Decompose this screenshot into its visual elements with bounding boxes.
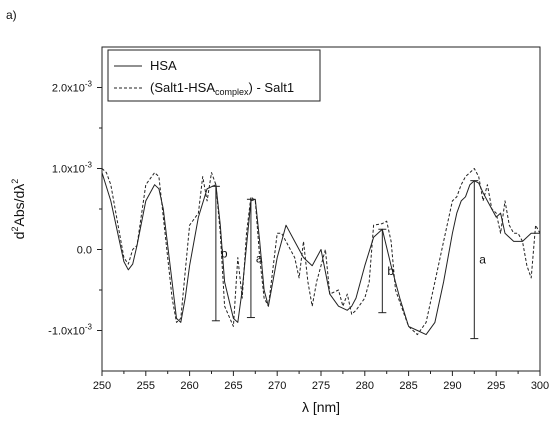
legend-label-hsa: HSA	[150, 58, 177, 73]
y-axis-label: d2Abs/dλ2	[10, 179, 27, 240]
legend: HSA (Salt1-HSAcomplex) - Salt1	[107, 49, 321, 102]
x-axis-label-unit: [nm]	[313, 399, 340, 415]
legend-label-complex-main: (Salt1-HSA	[150, 80, 215, 95]
series-line-complex-difference	[101, 168, 541, 336]
y-tick-mantissa: 1.0x10	[52, 164, 85, 176]
series-layer	[101, 168, 541, 336]
legend-label-complex: (Salt1-HSAcomplex) - Salt1	[150, 80, 294, 97]
y-tick-exponent: -3	[85, 161, 93, 170]
y-tick-exponent: -3	[85, 323, 93, 332]
annotation-layer: b a b a	[211, 180, 486, 340]
panel-label: a)	[6, 8, 17, 22]
series-line-hsa	[101, 172, 540, 336]
y-axis-label-base: d	[11, 232, 27, 240]
legend-label-complex-suffix: ) - Salt1	[249, 80, 295, 95]
x-tick-label-270: 270	[268, 380, 286, 392]
y-tick-mantissa: 0.0	[77, 245, 92, 257]
annotation-label-3: a	[479, 253, 486, 267]
legend-box	[107, 49, 321, 102]
x-axis-label: λ [nm]	[302, 399, 340, 415]
y-axis-label-mid: Abs/dλ	[11, 184, 27, 227]
y-tick-label-0: 2.0x10-3	[52, 80, 93, 95]
x-tick-label-250: 250	[93, 380, 111, 392]
y-axis-label-sup1: 2	[10, 227, 20, 232]
y-tick-label-1: 1.0x10-3	[52, 161, 93, 176]
y-tick-exponent: -3	[85, 80, 93, 89]
y-axis-label-sup2: 2	[10, 179, 20, 184]
x-tick-label-285: 285	[399, 380, 417, 392]
x-tick-label-290: 290	[443, 380, 461, 392]
x-tick-label-275: 275	[312, 380, 330, 392]
annotation-label-2: b	[387, 264, 394, 278]
x-tick-label-260: 260	[180, 380, 198, 392]
x-tick-label-300: 300	[531, 380, 549, 392]
x-axis-ticks: 250 255 260 265 270 275 280 285 290 295 300	[93, 371, 549, 392]
y-tick-label-3: -1.0x10-3	[48, 323, 92, 338]
x-tick-label-295: 295	[487, 380, 505, 392]
y-tick-label-2: 0.0	[77, 245, 92, 257]
y-tick-mantissa: -1.0x10	[48, 326, 85, 338]
annotation-label-1: a	[256, 251, 263, 265]
annotation-label-0: b	[221, 247, 228, 261]
y-axis-ticks: 2.0x10-31.0x10-30.0-1.0x10-3	[48, 80, 102, 338]
y-tick-mantissa: 2.0x10	[52, 83, 85, 95]
x-tick-label-280: 280	[356, 380, 374, 392]
x-tick-label-255: 255	[137, 380, 155, 392]
x-tick-label-265: 265	[224, 380, 242, 392]
x-axis-label-symbol: λ	[302, 399, 309, 415]
legend-label-complex-subscript: complex	[215, 87, 249, 97]
